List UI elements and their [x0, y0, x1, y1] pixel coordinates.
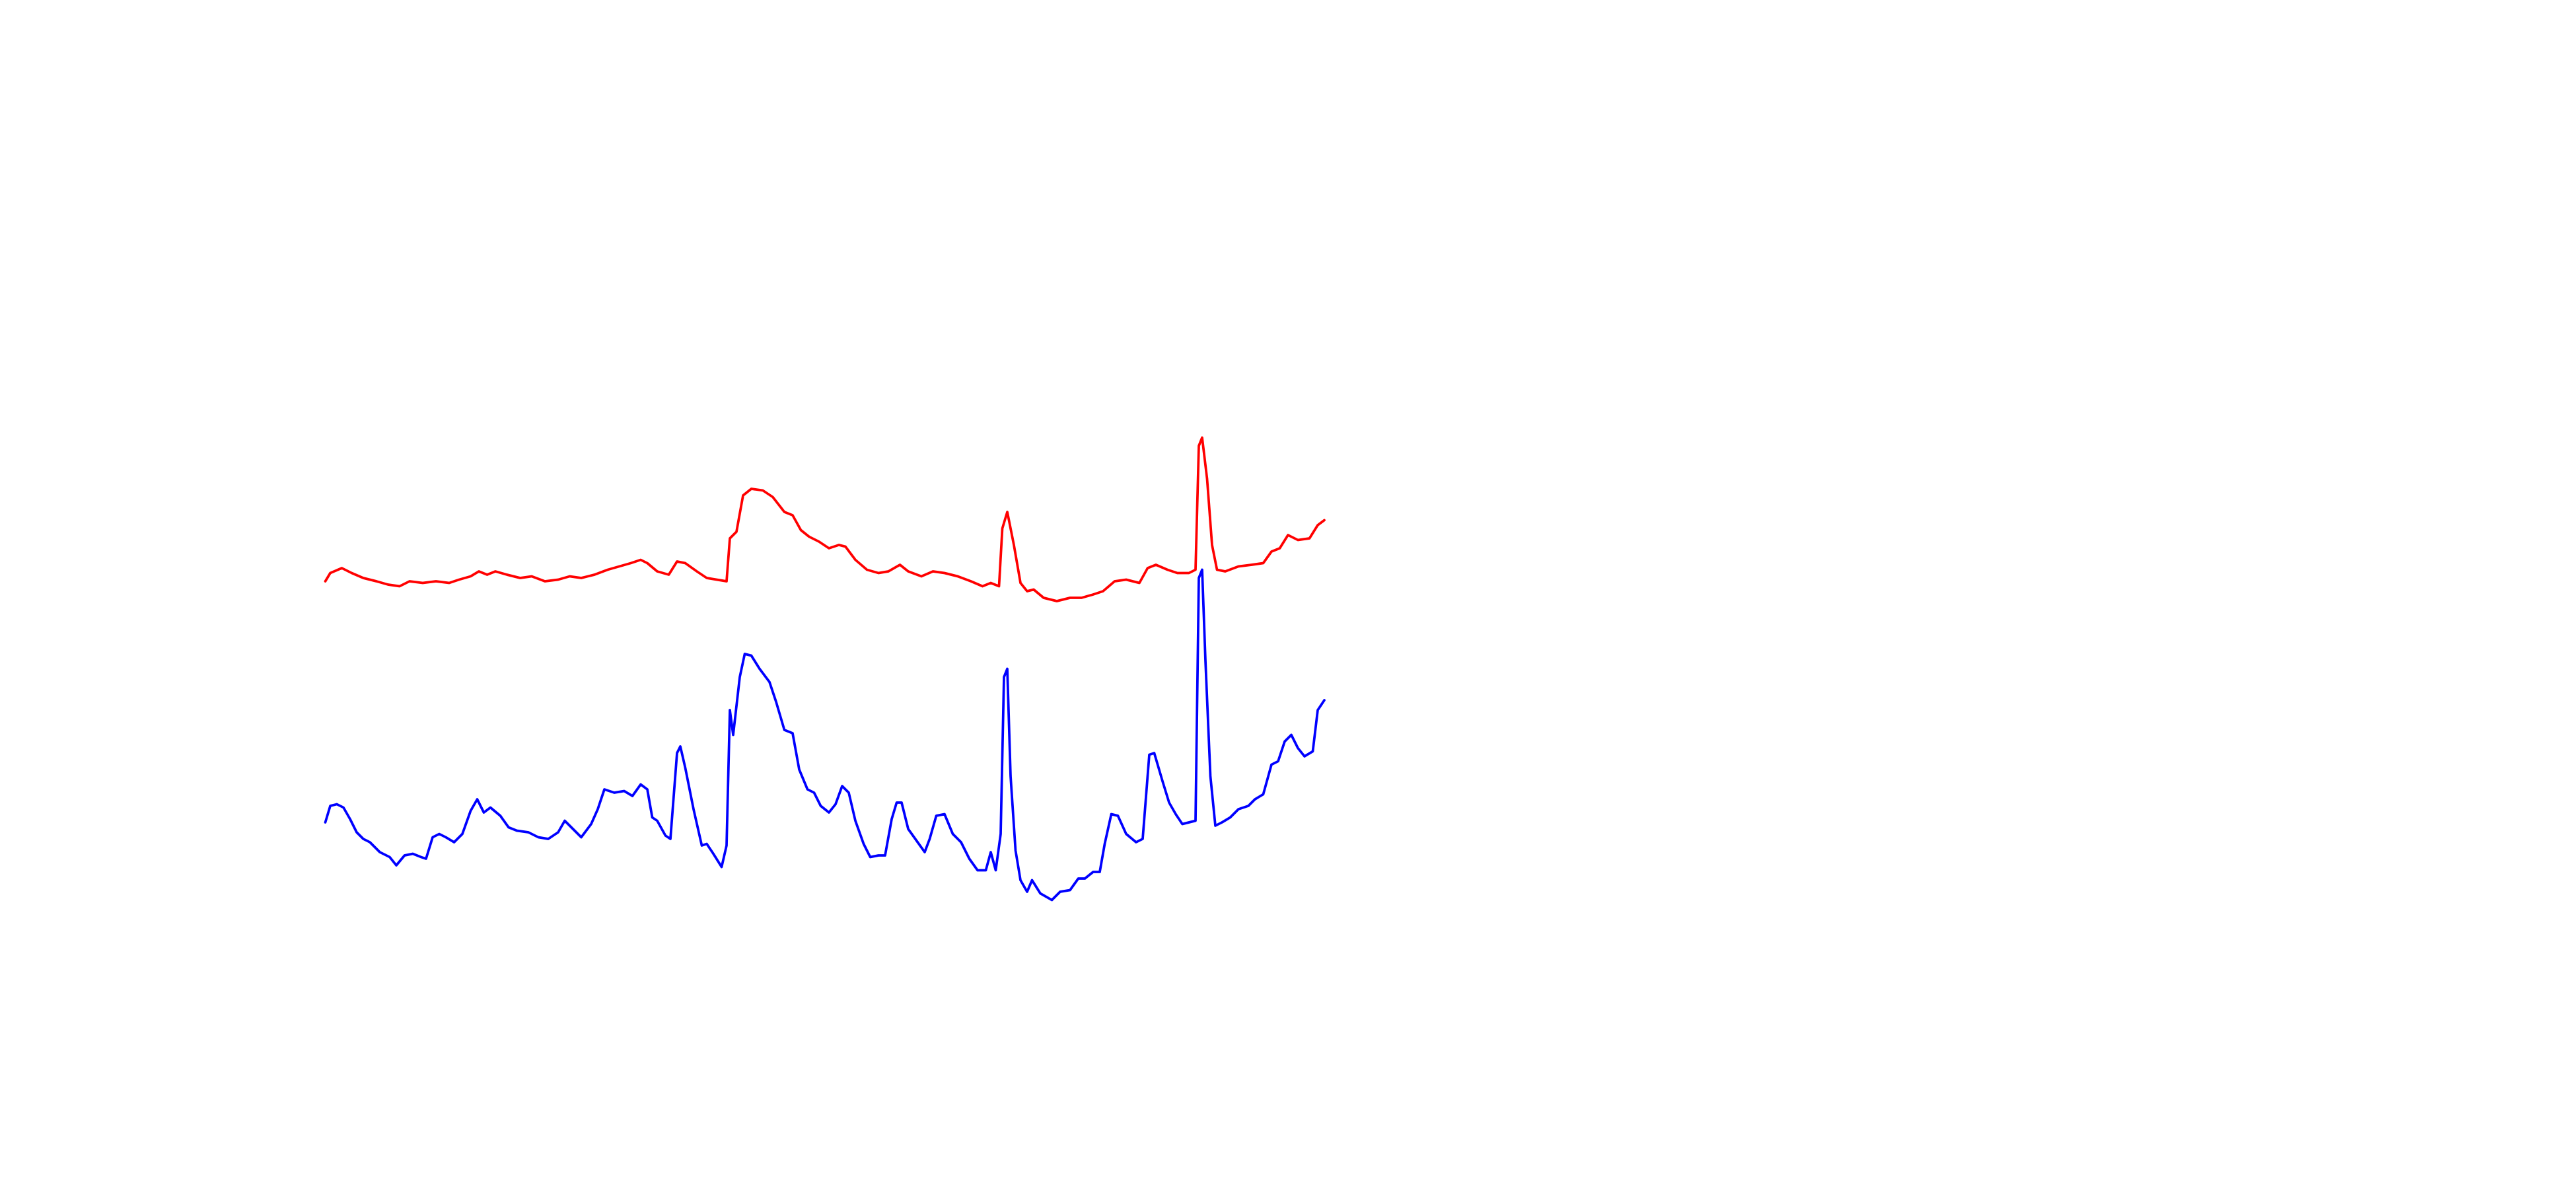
data-line [324, 568, 1326, 902]
data-line [324, 436, 1326, 602]
